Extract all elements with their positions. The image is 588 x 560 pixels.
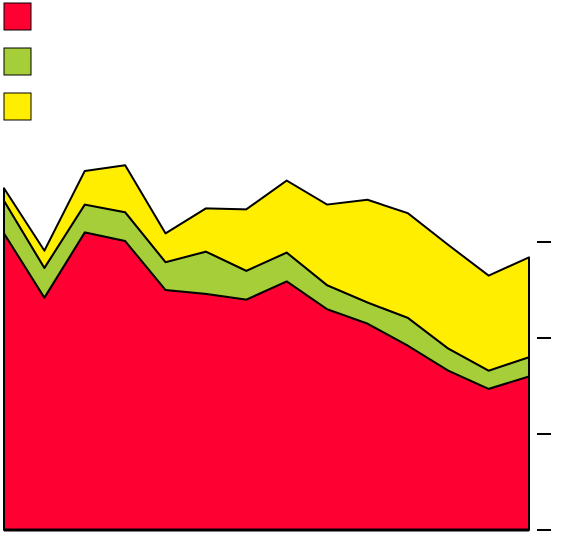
legend-swatch — [3, 47, 32, 76]
legend-swatch — [3, 2, 32, 31]
area — [3, 164, 530, 372]
legend-swatch — [3, 92, 32, 121]
